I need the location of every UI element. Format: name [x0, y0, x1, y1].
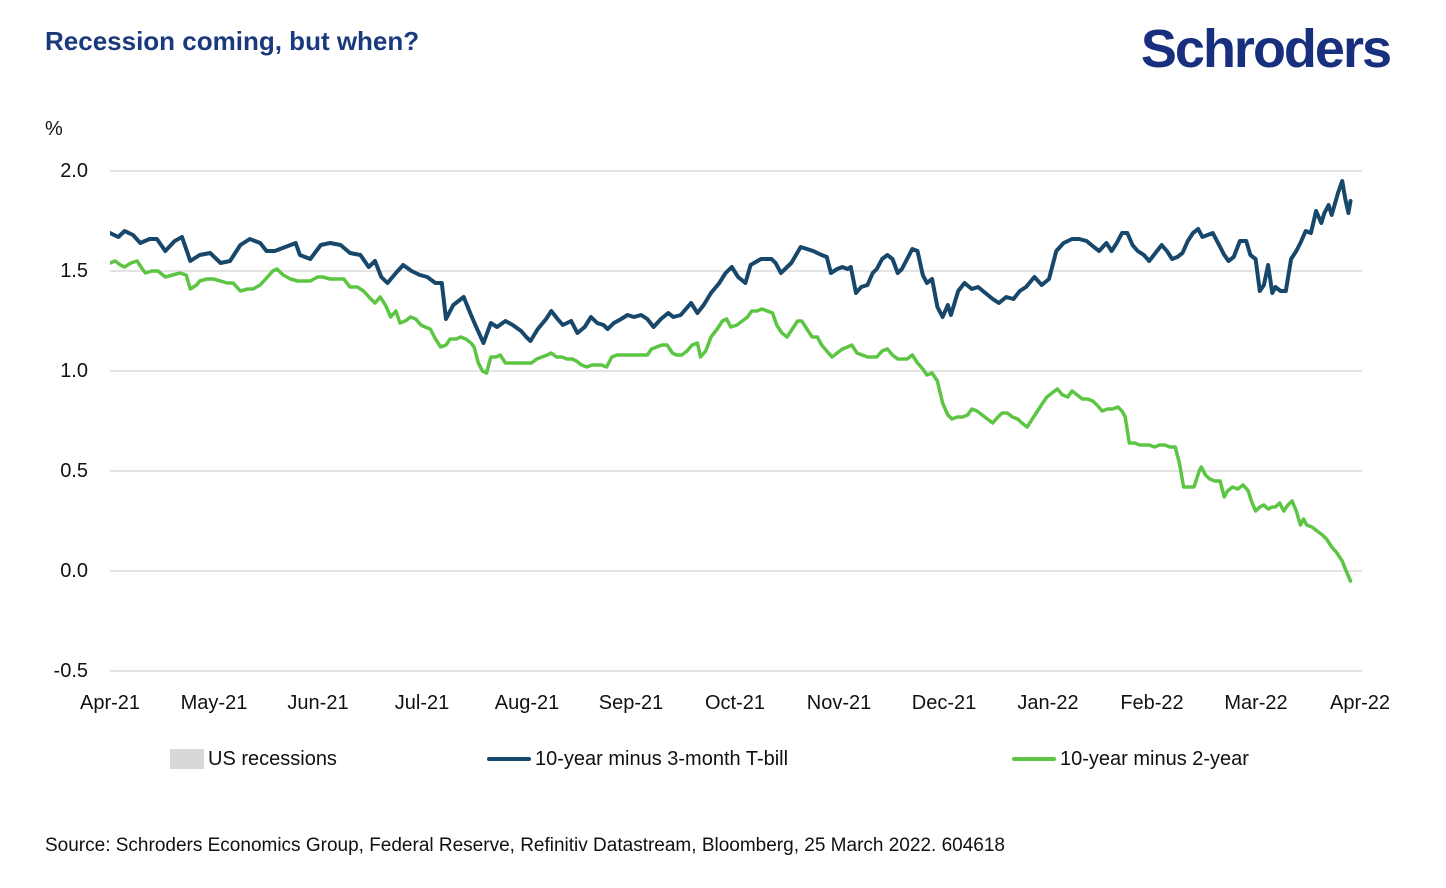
x-tick-label: Jun-21 [287, 692, 349, 714]
legend-label: 10-year minus 3-month T-bill [535, 747, 789, 770]
x-tick-label: Feb-22 [1120, 692, 1184, 714]
series-line-0 [110, 179, 1353, 345]
schroders-logo: Schroders [1140, 19, 1392, 79]
legend-item-us-recessions: US recessions [170, 746, 337, 772]
x-tick-label: Mar-22 [1224, 692, 1288, 714]
x-tick-label: Apr-21 [79, 692, 141, 714]
x-tick-label: Sep-21 [598, 692, 664, 714]
blue-line-swatch [487, 757, 531, 761]
y-tick-label: 0.0 [60, 560, 88, 582]
x-tick-label: May-21 [180, 692, 248, 714]
y-tick-label: 1.5 [60, 260, 88, 282]
gridline [110, 570, 1362, 572]
legend-item-10y-minus-3m: 10-year minus 3-month T-bill [487, 746, 788, 772]
gridline [110, 170, 1362, 172]
series-line-1 [110, 259, 1353, 583]
x-tick-label: Nov-21 [806, 692, 872, 714]
plot-area [110, 179, 1353, 583]
x-tick-label: Oct-21 [704, 692, 766, 714]
y-tick-label: 0.5 [60, 460, 88, 482]
gridline [110, 670, 1362, 672]
x-tick-label: Dec-21 [911, 692, 977, 714]
green-line-swatch [1012, 757, 1056, 761]
y-tick-label: 1.0 [60, 360, 88, 382]
x-tick-label: Apr-22 [1329, 692, 1391, 714]
x-tick-label: Jul-21 [394, 692, 450, 714]
gridline [110, 470, 1362, 472]
y-tick-label: -0.5 [53, 660, 88, 682]
x-tick-label: Aug-21 [494, 692, 560, 714]
y-axis-unit-label: % [45, 118, 63, 140]
source-note: Source: Schroders Economics Group, Feder… [45, 835, 1005, 856]
gridline [110, 370, 1362, 372]
legend-label: US recessions [208, 747, 337, 770]
x-tick-label: Jan-22 [1017, 692, 1079, 714]
y-tick-label: 2.0 [60, 160, 88, 182]
legend-item-10y-minus-2y: 10-year minus 2-year [1012, 746, 1249, 772]
legend-label: 10-year minus 2-year [1060, 747, 1249, 770]
chart-title: Recession coming, but when? [45, 26, 420, 56]
recession-shading-swatch [170, 749, 204, 769]
